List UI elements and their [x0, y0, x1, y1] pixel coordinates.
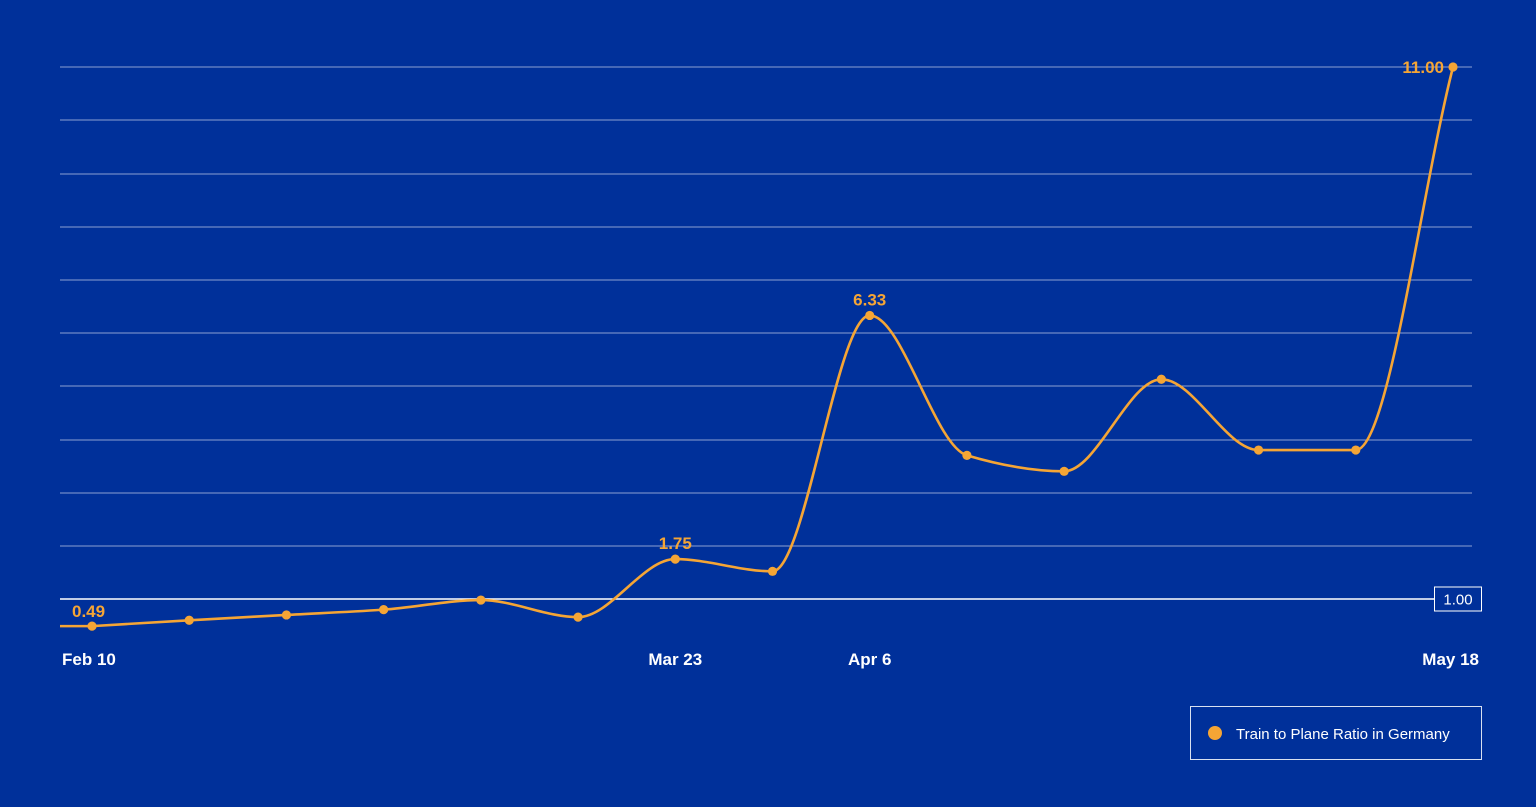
data-point-8[interactable]: [865, 310, 875, 321]
data-point-11[interactable]: [1156, 374, 1166, 384]
x-axis-ticks: Feb 10 Mar 23 Apr 6 May 18: [62, 650, 1479, 669]
data-label-0: 0.49: [72, 602, 105, 621]
gridlines: [60, 66, 1472, 547]
data-points: [87, 62, 1458, 631]
reference-label-box: [1434, 586, 1482, 612]
x-tick-label-4: May 18: [1422, 650, 1479, 669]
legend-marker: [1208, 726, 1222, 740]
data-point-0[interactable]: [87, 621, 97, 631]
x-tick-label-3: Apr 6: [848, 650, 891, 669]
data-point-13[interactable]: [1351, 445, 1361, 455]
x-tick-label-1: Feb 10: [62, 650, 116, 669]
data-point-14[interactable]: [1448, 62, 1458, 72]
data-point-4[interactable]: [476, 595, 486, 605]
legend-box: [1190, 706, 1482, 760]
data-labels: 0.49 1.75 6.33 11.00: [72, 58, 1444, 621]
legend-label: Train to Plane Ratio in Germany: [1236, 726, 1450, 743]
data-point-10[interactable]: [1059, 466, 1069, 476]
data-label-14: 11.00: [1402, 58, 1444, 77]
data-point-2[interactable]: [281, 610, 292, 620]
data-point-3[interactable]: [379, 605, 389, 615]
data-point-9[interactable]: [962, 450, 972, 460]
reference-line-group: 1.00: [60, 586, 1482, 612]
data-point-12[interactable]: [1253, 445, 1264, 455]
series-group: [60, 66, 1455, 628]
data-point-7[interactable]: [767, 566, 778, 576]
data-label-6: 1.75: [659, 534, 692, 553]
data-point-5[interactable]: [573, 612, 583, 622]
series-line: [60, 66, 1455, 628]
reference-label: 1.00: [1443, 592, 1472, 609]
data-point-1[interactable]: [184, 615, 194, 625]
legend[interactable]: Train to Plane Ratio in Germany: [1190, 706, 1482, 760]
x-tick-label-2: Mar 23: [648, 650, 702, 669]
data-label-8: 6.33: [853, 290, 886, 309]
data-point-6[interactable]: [670, 554, 680, 564]
